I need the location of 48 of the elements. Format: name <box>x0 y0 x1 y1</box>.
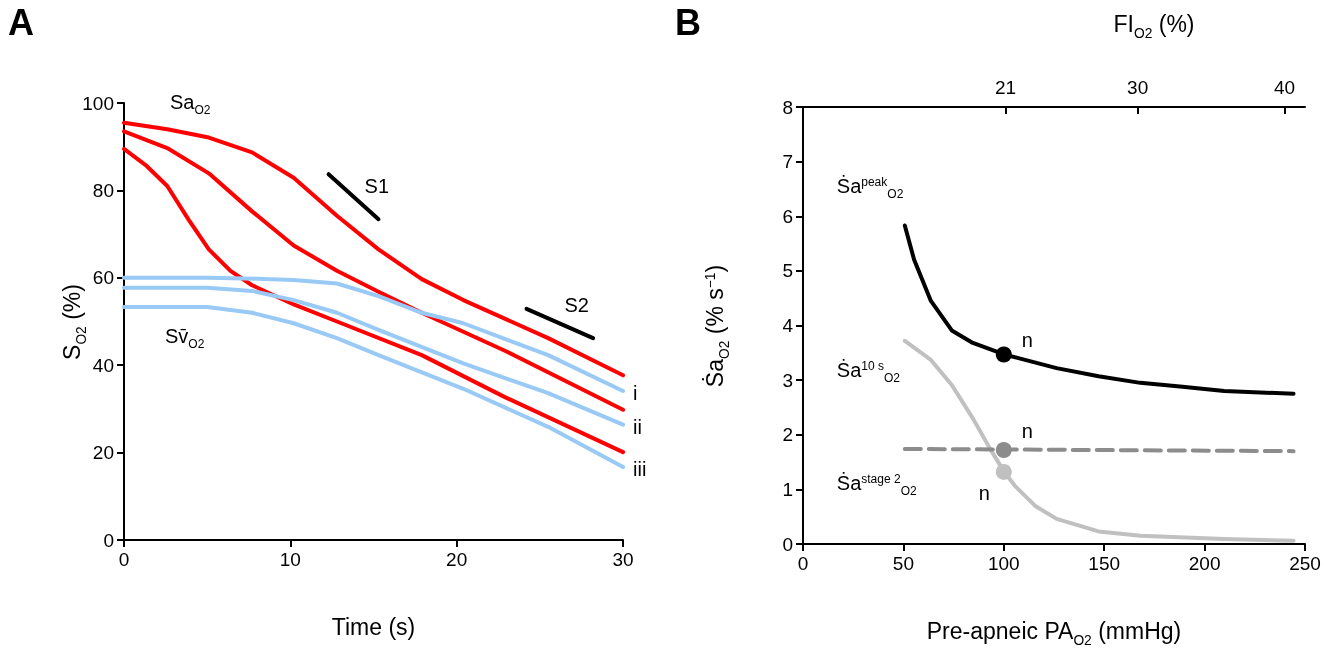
x2-tick-label: 21 <box>994 77 1017 98</box>
y-tick-label: 60 <box>92 267 114 289</box>
y-tick-label: 4 <box>782 315 794 336</box>
x2-tick-label: 30 <box>1127 77 1149 98</box>
y-tick-label: 100 <box>82 92 114 114</box>
line-series <box>122 275 625 393</box>
series-label: n <box>1021 328 1033 352</box>
y-tick-label: 0 <box>782 533 793 555</box>
y-tick-label: 80 <box>92 179 114 201</box>
y-tick-label: 40 <box>92 354 114 376</box>
x-tick-label: 200 <box>1188 553 1221 574</box>
x-tick-label: 10 <box>279 549 301 570</box>
line-series <box>902 223 1296 396</box>
chart-title: A <box>8 2 34 44</box>
series-label: Sa$_{O2}$ <box>170 90 211 117</box>
x-tick-label: 150 <box>1088 553 1121 574</box>
y-tick-label: 3 <box>782 369 793 391</box>
line-series <box>122 285 625 427</box>
x-axis-title: Pre-apneic PA$_{O2}$ (mmHg) <box>926 618 1182 648</box>
text: i <box>633 381 638 405</box>
y-tick-label: 0 <box>103 529 114 551</box>
x-tick-label: 100 <box>987 553 1020 574</box>
y-tick-label: 20 <box>92 442 114 464</box>
series-label: S2 <box>564 293 589 317</box>
y-tick-label: 1 <box>782 478 793 500</box>
chart-title: B <box>675 2 701 44</box>
x-tick-label: 50 <box>892 553 914 574</box>
series-label: n <box>1021 419 1033 443</box>
y-tick-label: 6 <box>782 205 793 227</box>
y-tick-label: 2 <box>782 424 793 446</box>
x-tick-label: 0 <box>118 549 130 570</box>
x-tick-label: 20 <box>446 549 468 570</box>
line-series <box>902 338 1296 543</box>
x-tick-label: 30 <box>612 549 634 570</box>
series-label: n <box>978 481 990 505</box>
series-label: Sv̄$_{O2}$ <box>165 325 205 352</box>
y-tick-label: 8 <box>782 96 793 118</box>
text: iii <box>633 457 647 481</box>
x2-tick-label: 40 <box>1273 77 1296 98</box>
text: ii <box>633 415 642 439</box>
x-tick-label: 0 <box>797 553 809 574</box>
y-tick-label: 7 <box>782 151 793 173</box>
x2-axis-title: FI$_{O2}$ (%) <box>1113 11 1195 41</box>
y-tick-label: 5 <box>782 260 793 282</box>
line-series <box>122 146 625 455</box>
x-axis-title: Time (s) <box>331 614 416 641</box>
series-label: S1 <box>364 174 390 198</box>
x-tick-label: 250 <box>1289 553 1321 574</box>
